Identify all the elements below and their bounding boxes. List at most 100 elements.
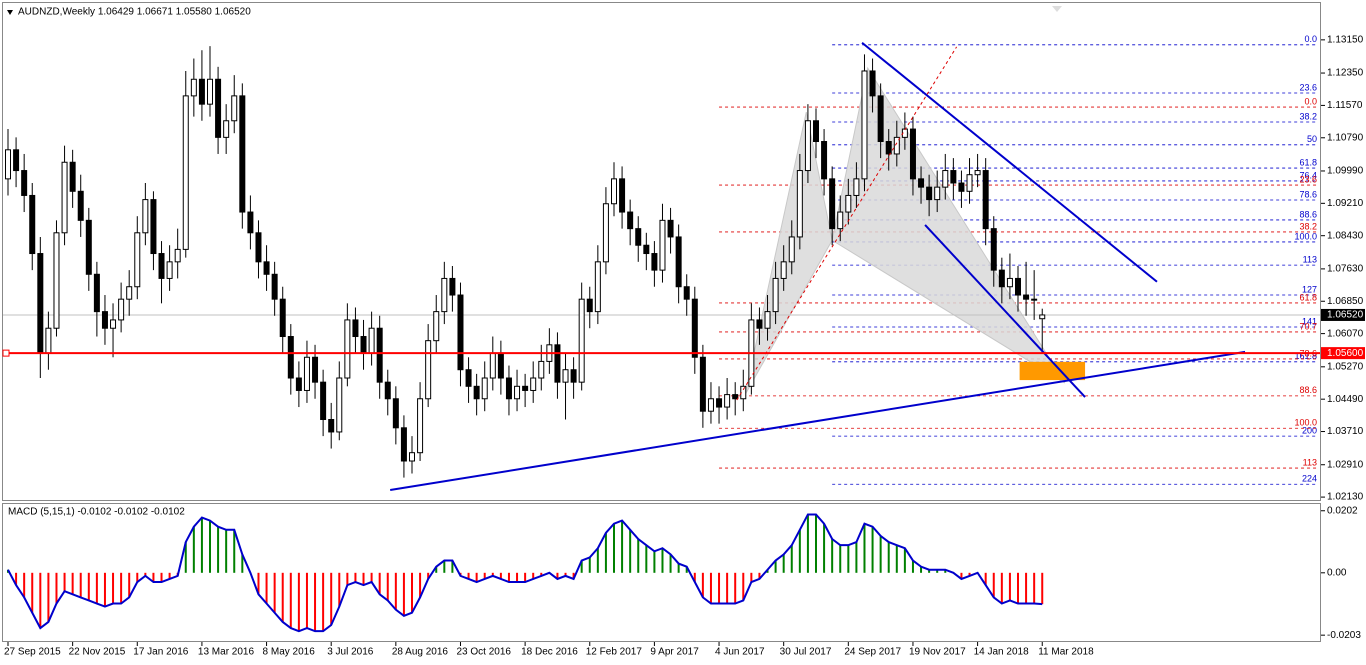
candle-body xyxy=(934,186,941,201)
x-tick-label: 13 Mar 2016 xyxy=(198,647,255,658)
candle-body xyxy=(869,70,876,97)
fib-label: 23.6 xyxy=(1299,82,1317,92)
fib-label: 78.6 xyxy=(1299,189,1317,199)
fib-label: 161.8 xyxy=(1294,351,1317,361)
candle-body xyxy=(853,178,860,196)
y-tick-label: 1.08430 xyxy=(1327,230,1364,241)
x-tick-label: 23 Oct 2016 xyxy=(456,647,511,658)
candle-body xyxy=(974,170,981,176)
fib-label: 38.2 xyxy=(1299,111,1317,121)
x-tick-label: 8 May 2016 xyxy=(263,647,316,658)
candle-body xyxy=(845,194,852,213)
candle-body xyxy=(611,178,617,205)
x-tick-label: 24 Sep 2017 xyxy=(844,647,901,658)
candle-body xyxy=(45,327,52,354)
candle-body xyxy=(328,419,335,433)
candle-body xyxy=(764,311,771,329)
candle-body xyxy=(85,219,92,275)
candle-body xyxy=(497,352,504,379)
candle-body xyxy=(562,369,569,383)
target-zone xyxy=(1019,361,1086,381)
candle-body xyxy=(207,78,213,105)
candle-body xyxy=(619,178,626,213)
fib-label: 88.6 xyxy=(1299,385,1317,395)
candle-body xyxy=(586,298,593,313)
x-tick-label: 27 Sep 2015 xyxy=(4,647,61,658)
candle-body xyxy=(909,128,916,180)
candle-body xyxy=(320,381,327,421)
candle-body xyxy=(877,95,884,143)
fib-label: 224 xyxy=(1302,474,1317,484)
candle-body xyxy=(998,269,1005,288)
candle-body xyxy=(53,232,60,329)
candle-body xyxy=(1031,298,1038,301)
candle-body xyxy=(255,232,262,263)
fib-label: 141 xyxy=(1302,316,1317,326)
candle-body xyxy=(126,286,133,300)
candle-body xyxy=(740,385,747,400)
candle-body xyxy=(174,248,181,263)
candle-body xyxy=(691,298,698,358)
x-tick-label: 17 Jan 2016 xyxy=(133,647,188,658)
candle-body xyxy=(21,170,28,196)
macd-title: MACD (5,15,1) -0.0102 -0.0102 -0.0102 xyxy=(8,507,185,518)
x-tick-label: 28 Aug 2016 xyxy=(392,647,449,658)
hline-price-label: 1.05600 xyxy=(1327,348,1364,359)
candle-body xyxy=(417,398,424,454)
candle-body xyxy=(384,381,391,400)
candle-body xyxy=(118,298,125,321)
y-tick-label: 1.13150 xyxy=(1327,34,1364,45)
candle-body xyxy=(303,356,310,391)
x-tick-label: 14 Jan 2018 xyxy=(974,647,1029,658)
candle-body xyxy=(514,385,521,400)
candle-body xyxy=(489,352,496,379)
menu-arrow[interactable] xyxy=(7,10,13,15)
fib-label: 0.0 xyxy=(1304,96,1317,106)
fib-label: 23.6 xyxy=(1299,174,1317,184)
x-tick-label: 9 Apr 2017 xyxy=(650,647,699,658)
candle-body xyxy=(69,161,76,192)
x-tick-label: 4 Jun 2017 xyxy=(715,647,765,658)
candle-body xyxy=(223,120,230,138)
candle-body xyxy=(716,398,723,408)
fib-label: 100.0 xyxy=(1294,418,1317,428)
fib-label: 113 xyxy=(1303,457,1317,467)
candle-body xyxy=(1006,277,1013,288)
candle-body xyxy=(29,194,36,255)
candle-body xyxy=(247,211,254,234)
candle-body xyxy=(788,236,795,263)
candle-body xyxy=(352,319,359,338)
candle-body xyxy=(481,377,488,400)
fib-label: 61.8 xyxy=(1299,157,1317,167)
candle-body xyxy=(368,327,375,354)
candle-body xyxy=(885,141,892,155)
x-tick-label: 30 Jul 2017 xyxy=(780,647,832,658)
candle-body xyxy=(813,120,819,143)
trendline xyxy=(861,41,1158,283)
candle-body xyxy=(5,149,11,180)
fib-label: 127 xyxy=(1302,284,1317,294)
candle-body xyxy=(659,219,666,271)
fib-label: 88.6 xyxy=(1299,209,1317,219)
candle-body xyxy=(627,211,634,230)
candle-body xyxy=(215,78,222,138)
fib-label: 0.0 xyxy=(1304,34,1317,44)
candle-body xyxy=(287,336,294,379)
fib-label: 76.4 xyxy=(1299,170,1317,180)
candle-body xyxy=(61,161,68,234)
scroll-arrow[interactable] xyxy=(1052,6,1062,12)
hline-price-box xyxy=(1321,347,1365,360)
candle-body xyxy=(804,120,811,172)
candle-body xyxy=(942,170,949,188)
trendline xyxy=(924,224,1086,398)
y-tick-label: 1.10790 xyxy=(1327,132,1364,143)
candle-body xyxy=(231,95,238,122)
candle-body xyxy=(441,277,448,313)
y-tick-label: 0.0202 xyxy=(1327,505,1358,516)
candle-body xyxy=(13,149,20,172)
candle-body xyxy=(522,385,529,391)
last-price-box xyxy=(1321,308,1365,321)
y-tick-label: 1.05270 xyxy=(1327,361,1364,372)
y-tick-label: 1.06850 xyxy=(1327,296,1364,307)
